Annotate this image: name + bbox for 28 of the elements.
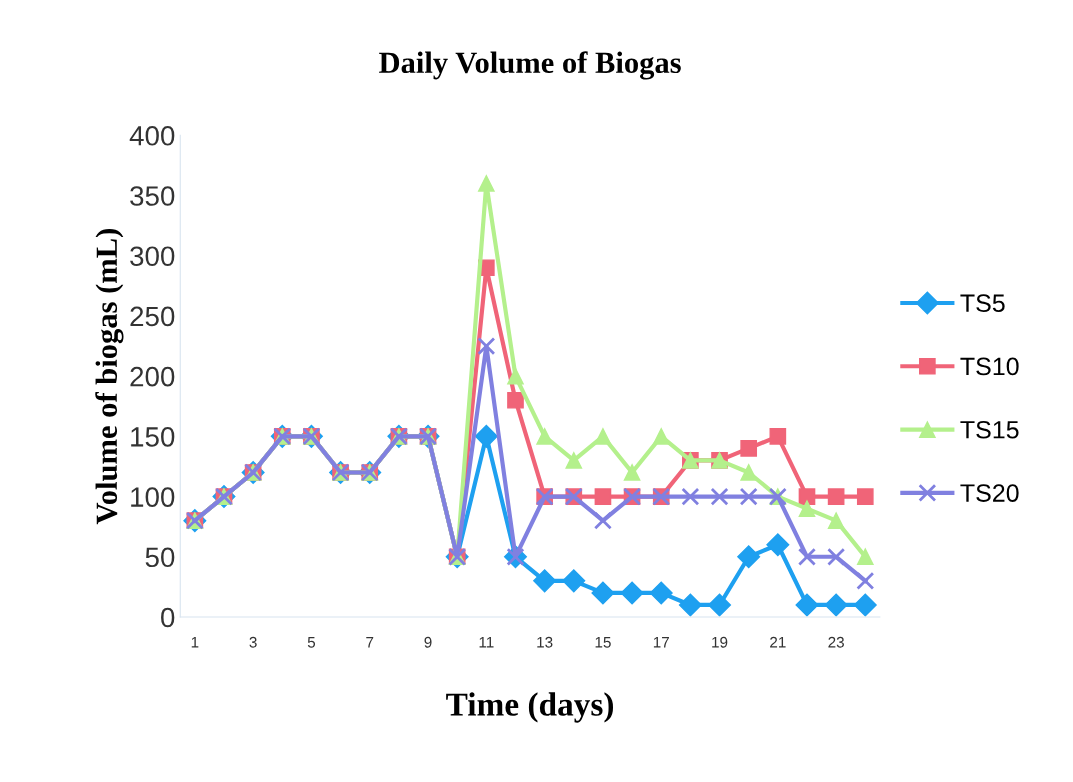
- x-axis-title: Time (days): [446, 692, 614, 723]
- x-tick-label: 17: [653, 637, 669, 648]
- x-tick-label: 9: [424, 636, 432, 648]
- x-tick-label: 7: [366, 637, 374, 648]
- y-axis-title: Volume of biogas (mL): [95, 229, 124, 525]
- y-tick-label: 250: [130, 306, 175, 327]
- x-tick-label: 15: [595, 637, 611, 648]
- x-tick-label: 23: [828, 636, 844, 648]
- y-tick-label: 50: [145, 547, 175, 568]
- x-tick-label: 11: [479, 637, 494, 648]
- x-tick-label: 1: [191, 637, 199, 648]
- y-tick-label: 150: [131, 427, 175, 447]
- x-tick-label: 5: [307, 637, 316, 648]
- legend-label: TS5: [960, 294, 1005, 312]
- x-tick-label: 13: [537, 636, 553, 648]
- y-tick-label: 400: [129, 125, 175, 146]
- y-tick-label: 300: [130, 246, 175, 267]
- chart-title: Daily Volume of Biogas: [379, 51, 681, 80]
- x-tick-label: 3: [249, 636, 257, 648]
- legend-label: TS10: [960, 357, 1019, 376]
- y-tick-label: 200: [130, 366, 175, 387]
- legend-label: TS20: [960, 484, 1019, 502]
- y-tick-label: 100: [131, 487, 175, 507]
- legend-label: TS15: [960, 420, 1019, 439]
- y-tick-label: 0: [161, 607, 175, 628]
- y-tick-label: 350: [130, 186, 175, 206]
- x-tick-label: 19: [712, 636, 728, 648]
- x-tick-label: 21: [770, 636, 786, 648]
